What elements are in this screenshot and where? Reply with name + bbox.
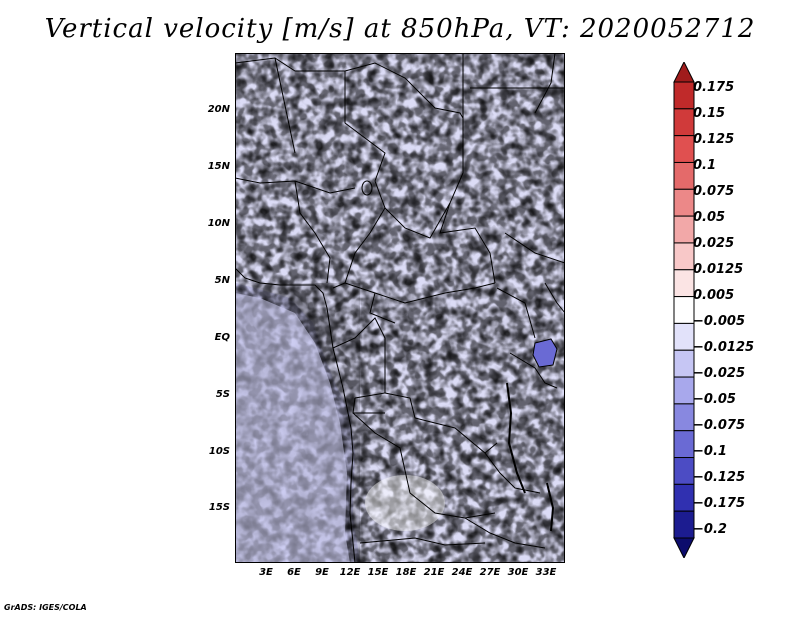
colorbar-segment	[673, 430, 695, 459]
colorbar-label-0125: 0.125	[693, 132, 735, 147]
colorbar-segment	[673, 215, 695, 244]
lon-label-12e: 12E	[339, 567, 361, 578]
grads-credit: GrADS: IGES/COLA	[4, 603, 87, 612]
colorbar-segment	[673, 269, 695, 298]
colorbar-label-neg0125: −0.125	[693, 470, 746, 485]
colorbar-label-0025: 0.025	[693, 236, 735, 251]
lat-label-5s: 5S	[215, 389, 230, 400]
lake-chad	[361, 180, 373, 196]
colorbar-label-00125: 0.0125	[693, 262, 744, 277]
colorbar-segment	[673, 403, 695, 432]
colorbar-segment	[673, 81, 695, 110]
lon-label-15e: 15E	[367, 567, 389, 578]
colorbar-label-0175: 0.175	[693, 80, 735, 95]
country-borders	[235, 53, 565, 563]
colorbar-segment	[673, 161, 695, 190]
lon-label-18e: 18E	[395, 567, 417, 578]
map-frame	[235, 53, 565, 563]
colorbar-label-neg0005: −0.005	[693, 314, 746, 329]
colorbar-label-005: 0.05	[693, 210, 726, 225]
colorbar-segment	[673, 322, 695, 351]
lat-label-15s: 15S	[208, 502, 230, 513]
lon-label-21e: 21E	[423, 567, 445, 578]
colorbar-segment	[673, 188, 695, 217]
ocean-overlay	[235, 293, 350, 563]
colorbar-segment	[673, 510, 695, 539]
colorbar-bottom-arrow	[673, 537, 695, 558]
map-title: Vertical velocity [m/s] at 850hPa, VT: 2…	[44, 14, 756, 44]
colorbar-label-neg005: −0.05	[693, 392, 736, 407]
lon-label-24e: 24E	[451, 567, 473, 578]
colorbar-label-neg0075: −0.075	[693, 418, 746, 433]
colorbar-segment	[673, 349, 695, 378]
lat-label-20n: 20N	[207, 104, 230, 115]
lon-label-3e: 3E	[259, 567, 273, 578]
lon-label-27e: 27E	[479, 567, 501, 578]
colorbar-label-neg0175: −0.175	[693, 496, 746, 511]
colorbar-segment	[673, 108, 695, 137]
lake-tanganyika	[506, 382, 526, 494]
lon-label-30e: 30E	[507, 567, 529, 578]
colorbar-label-01: 0.1	[693, 158, 717, 173]
colorbar-label-neg02: −0.2	[693, 522, 727, 537]
colorbar-segment	[673, 376, 695, 405]
colorbar-segment	[673, 135, 695, 163]
lat-label-10n: 10N	[207, 218, 230, 229]
lat-label-15n: 15N	[207, 161, 230, 172]
colorbar-segment	[673, 296, 695, 324]
colorbar-segment	[673, 457, 695, 485]
colorbar-top-arrow	[673, 62, 695, 83]
colorbar-label-0005: 0.005	[693, 288, 735, 303]
colorbar-segment	[673, 483, 695, 512]
lon-label-6e: 6E	[287, 567, 301, 578]
colorbar-label-neg00125: −0.0125	[693, 340, 755, 355]
lat-label-5n: 5N	[214, 275, 230, 286]
lat-label-10s: 10S	[208, 446, 230, 457]
southern-pale-patch	[365, 475, 445, 531]
vertical-velocity-map	[235, 53, 565, 563]
lat-label-eq: EQ	[214, 332, 230, 343]
colorbar-label-neg01: −0.1	[693, 444, 727, 459]
colorbar	[673, 62, 695, 558]
colorbar-segment	[673, 242, 695, 271]
colorbar-label-neg0025: −0.025	[693, 366, 746, 381]
lake-malawi	[546, 482, 555, 532]
lake-victoria	[532, 338, 558, 368]
colorbar-label-015: 0.15	[693, 106, 726, 121]
lon-label-33e: 33E	[535, 567, 557, 578]
colorbar-label-0075: 0.075	[693, 184, 735, 199]
lon-label-9e: 9E	[315, 567, 329, 578]
